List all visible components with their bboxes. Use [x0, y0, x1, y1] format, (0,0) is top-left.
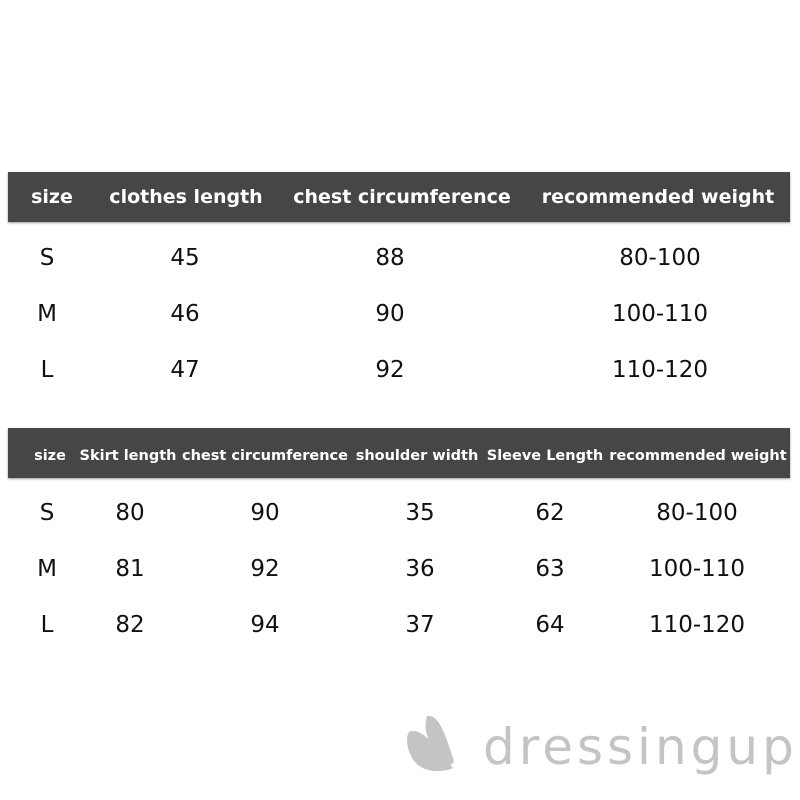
- table-cell: 63: [535, 556, 565, 582]
- table-cell: 92: [250, 556, 280, 582]
- column-header: chest circumference: [182, 448, 348, 464]
- column-header: recommended weight: [609, 448, 787, 464]
- column-header: size: [34, 448, 66, 464]
- table-cell: 36: [405, 556, 435, 582]
- table-cell: 100-110: [648, 556, 746, 582]
- table-cell: 45: [170, 245, 200, 271]
- brand-logo: dressingup: [405, 712, 798, 782]
- table-cell: 64: [535, 612, 565, 638]
- column-header: Sleeve Length: [486, 448, 604, 464]
- table-cell: 46: [170, 301, 200, 327]
- column-header: Skirt length: [79, 448, 177, 464]
- table-cell: 92: [375, 357, 405, 383]
- table-cell: 90: [250, 500, 280, 526]
- table-cell: 110-120: [611, 357, 709, 383]
- table2-header-bar: [8, 428, 790, 478]
- table-cell: 94: [250, 612, 280, 638]
- size-cell: M: [37, 556, 57, 582]
- table-cell: 90: [375, 301, 405, 327]
- column-header: chest circumference: [293, 186, 511, 208]
- column-header: size: [31, 186, 73, 208]
- table-cell: 47: [170, 357, 200, 383]
- table-cell: 80-100: [619, 245, 701, 271]
- table-cell: 80-100: [656, 500, 738, 526]
- table-cell: 100-110: [611, 301, 709, 327]
- column-header: recommended weight: [541, 186, 775, 208]
- column-header: shoulder width: [355, 448, 479, 464]
- size-cell: S: [39, 500, 55, 526]
- table-cell: 88: [375, 245, 405, 271]
- leaf-logo-icon: [407, 715, 454, 772]
- size-cell: L: [40, 612, 54, 638]
- size-cell: L: [40, 357, 54, 383]
- table-cell: 37: [405, 612, 435, 638]
- table-cell: 82: [115, 612, 145, 638]
- logo-text: dressingup: [483, 718, 798, 776]
- table-cell: 35: [405, 500, 435, 526]
- table1-header-bar: [8, 172, 790, 222]
- table-cell: 110-120: [648, 612, 746, 638]
- table-cell: 62: [535, 500, 565, 526]
- size-cell: S: [39, 245, 55, 271]
- table-cell: 81: [115, 556, 145, 582]
- table-cell: 80: [115, 500, 145, 526]
- column-header: clothes length: [109, 186, 263, 208]
- size-cell: M: [37, 301, 57, 327]
